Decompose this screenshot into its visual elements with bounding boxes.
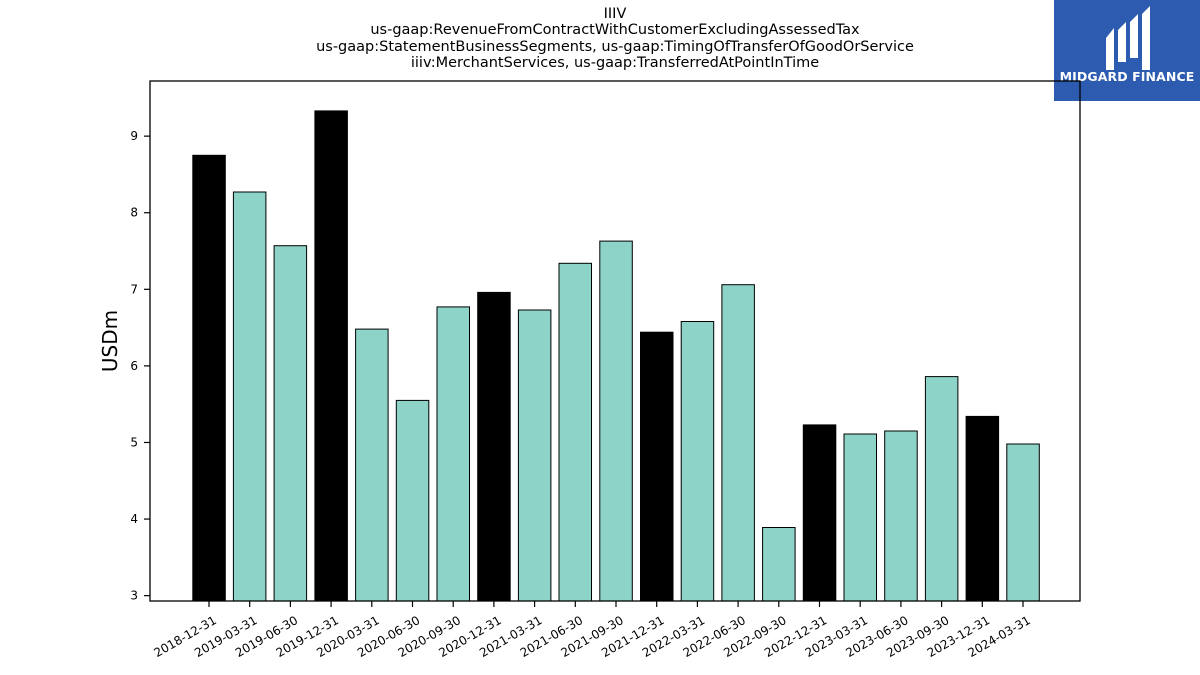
y-tick-label: 4 (130, 512, 138, 526)
y-tick-label: 8 (130, 206, 138, 220)
bar-2022-12-31 (802, 424, 837, 602)
y-tick-label: 9 (130, 129, 138, 143)
chart-subtitle-axes: us-gaap:StatementBusinessSegments, us-ga… (316, 38, 914, 55)
x-axis: 2018-12-312019-03-312019-06-302019-12-31… (151, 601, 1033, 660)
bar-2018-12-31 (192, 154, 226, 602)
midgard-m-logo-icon (1106, 6, 1150, 70)
bar-2019-06-30 (273, 245, 308, 602)
bar-2022-09-30 (762, 527, 796, 602)
bar-2021-06-30 (558, 262, 592, 602)
bar-2021-03-31 (517, 309, 552, 602)
chart-subtitle-concept: us-gaap:RevenueFromContractWithCustomerE… (370, 22, 860, 39)
bar-2022-06-30 (721, 284, 755, 602)
chart-title: IIIV (603, 6, 627, 22)
bar-2020-06-30 (395, 399, 430, 602)
bar-2019-03-31 (232, 191, 267, 602)
bar-2023-03-31 (843, 433, 877, 602)
bar-2019-12-31 (314, 110, 348, 602)
bar-2023-09-30 (924, 376, 959, 602)
chart-subtitle-members: iiiv:MerchantServices, us-gaap:Transferr… (410, 55, 820, 72)
y-axis-label: USDm (98, 310, 122, 372)
y-tick-label: 6 (130, 359, 138, 373)
bar-2021-09-30 (599, 240, 633, 602)
logo-text: MIDGARD FINANCE (1059, 69, 1195, 84)
bar-2020-03-31 (355, 328, 389, 602)
bar-2021-12-31 (640, 331, 674, 602)
bar-2023-12-31 (965, 415, 1000, 602)
y-tick-label: 7 (130, 282, 138, 296)
y-tick-label: 3 (130, 589, 138, 603)
bar-2024-03-31 (1006, 443, 1040, 602)
y-axis: 3 4 5 6 7 8 9 (130, 129, 150, 603)
plot-frame (149, 80, 1081, 602)
chart-title-block: IIIV us-gaap:RevenueFromContractWithCust… (150, 6, 1080, 72)
bar-2020-12-31 (477, 291, 511, 602)
bars-group (192, 110, 1040, 602)
bar-2022-03-31 (680, 321, 715, 602)
bar-2023-06-30 (884, 430, 918, 602)
brand-logo: MIDGARD FINANCE (1054, 0, 1200, 101)
bar-2020-09-30 (436, 306, 470, 602)
y-tick-label: 5 (130, 435, 138, 449)
